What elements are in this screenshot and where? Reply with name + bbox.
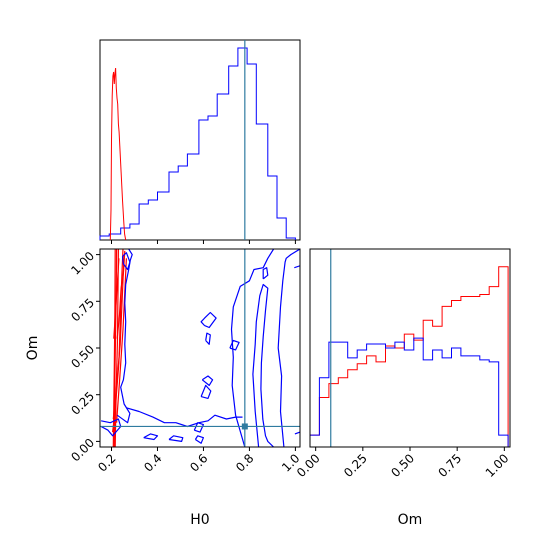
om-histogram-x-ticks: 0.00 0.25 0.50 0.75 1.00 (294, 447, 511, 480)
contour-blue (294, 265, 300, 269)
contour-blue (201, 375, 214, 386)
contour-blue (252, 283, 275, 447)
contour-blue (194, 435, 204, 444)
contour-blue (200, 311, 217, 329)
panel-contour: 0.2 0.4 0.6 0.8 1.0 0.000.250.500.751.00 H0 … (25, 248, 303, 528)
contour-blue (168, 435, 184, 442)
contour-red (113, 258, 120, 339)
contour-blue (230, 249, 275, 447)
om-histogram-tick-label: 1.00 (483, 451, 512, 480)
om-histogram-content (310, 249, 509, 447)
contour-x-ticks: 0.2 0.4 0.6 0.8 1.0 (95, 447, 303, 475)
h0-tick-label: 0.8 (233, 451, 256, 474)
y-axis-label-om: Om (25, 336, 41, 361)
x-axis-label-h0: H0 (190, 512, 209, 528)
contour-red (112, 249, 116, 447)
om-tick-label: 0.50 (68, 342, 97, 371)
h0-tick-label: 0.6 (187, 451, 210, 474)
contour-blue (277, 249, 300, 447)
contour-content (100, 249, 300, 447)
panel-contour-frame (100, 249, 300, 447)
panel-h0-histogram (99, 39, 301, 244)
om-histogram-red (310, 266, 509, 447)
truth-marker (241, 423, 248, 430)
om-histogram-tick-label: 0.00 (294, 451, 323, 480)
om-tick-label: 0.00 (68, 436, 97, 465)
h0-histogram-content (99, 40, 296, 241)
h0-histogram-ticks (110, 240, 296, 244)
panel-om-histogram: 0.00 0.25 0.50 0.75 1.00 Om (294, 248, 511, 528)
contour-blue (200, 384, 212, 399)
contour-red (116, 250, 126, 339)
h0-tick-label: 0.4 (141, 451, 164, 474)
contour-blue (143, 433, 159, 441)
contour-blue (205, 332, 211, 345)
contour-y-ticks: 0.00 0.25 0.50 0.75 1.00 (68, 249, 100, 465)
contour-blue (121, 252, 131, 271)
contour-blue (193, 422, 204, 433)
om-histogram-tick-label: 0.25 (341, 451, 370, 480)
h0-tick-label: 0.2 (95, 451, 118, 474)
om-tick-label: 1.00 (68, 249, 97, 278)
contour-blue (262, 267, 269, 280)
x-axis-label-om: Om (398, 512, 423, 528)
om-histogram-blue (310, 337, 509, 447)
h0-histogram-red (109, 67, 127, 241)
om-tick-label: 0.25 (68, 389, 97, 418)
panel-om-histogram-frame (310, 249, 510, 447)
om-histogram-tick-label: 0.50 (388, 451, 417, 480)
contour-blue (294, 431, 300, 435)
h0-histogram-blue (99, 47, 296, 240)
panel-h0-histogram-frame (99, 39, 301, 241)
contour-red (112, 249, 124, 433)
contour-blue (126, 407, 243, 428)
om-histogram-tick-label: 0.75 (435, 451, 464, 480)
om-tick-label: 0.75 (68, 296, 97, 325)
